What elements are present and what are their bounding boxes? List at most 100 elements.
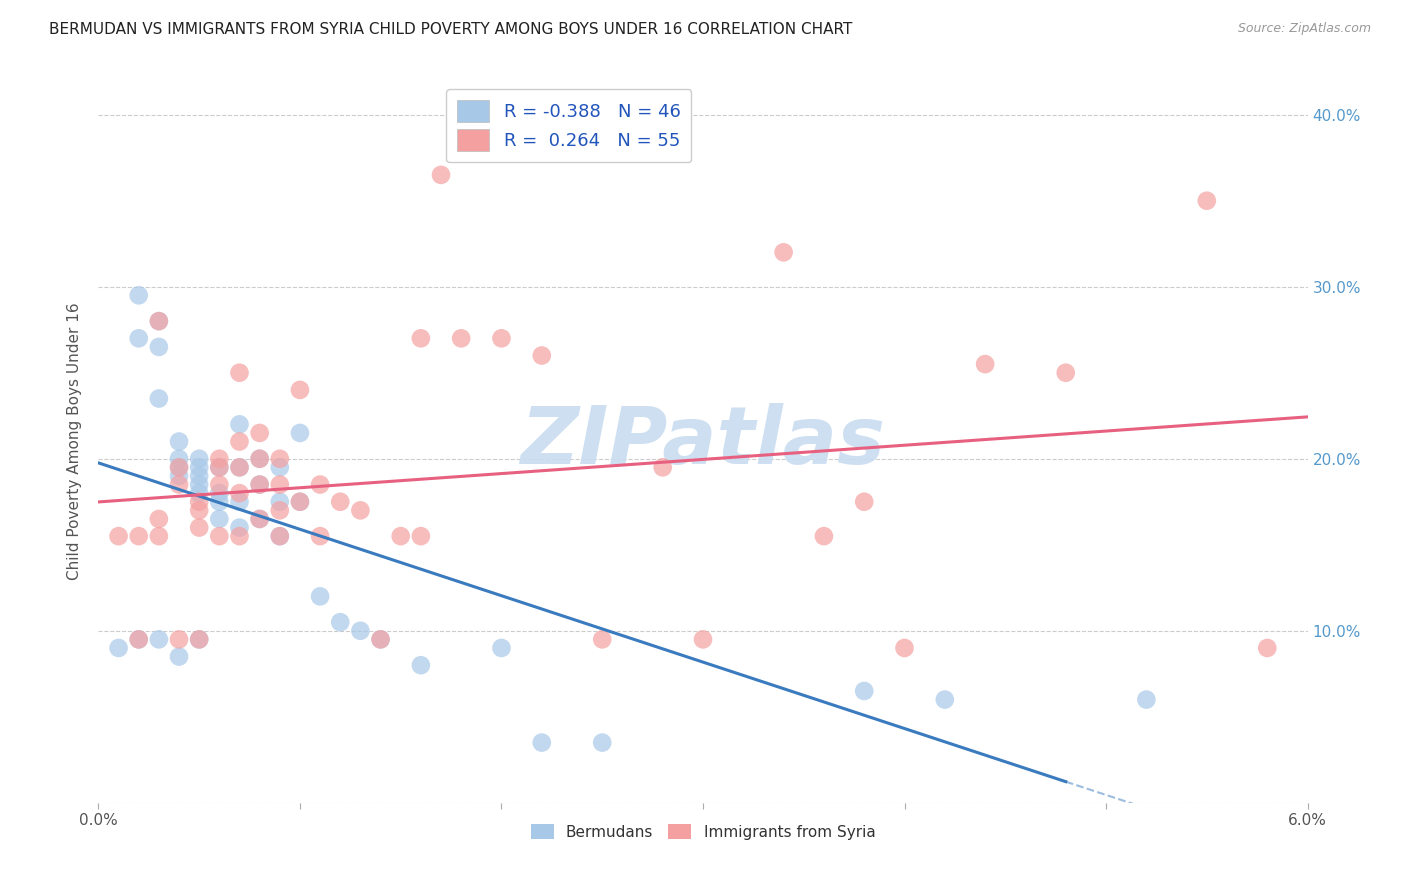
Point: [370, 632, 392, 647]
Point: [228, 520, 250, 534]
Point: [128, 632, 150, 647]
Point: [491, 331, 513, 345]
Point: [329, 615, 352, 630]
Point: [450, 331, 472, 345]
Point: [188, 486, 211, 500]
Point: [228, 486, 250, 500]
Point: [208, 451, 231, 466]
Point: [288, 494, 311, 508]
Y-axis label: Child Poverty Among Boys Under 16: Child Poverty Among Boys Under 16: [67, 302, 83, 581]
Point: [1256, 640, 1278, 655]
Point: [651, 460, 673, 475]
Point: [1054, 366, 1077, 380]
Point: [128, 529, 150, 543]
Point: [208, 494, 231, 508]
Point: [249, 512, 271, 526]
Point: [249, 512, 271, 526]
Point: [148, 512, 170, 526]
Point: [309, 590, 332, 604]
Point: [269, 529, 291, 543]
Point: [934, 692, 956, 706]
Text: BERMUDAN VS IMMIGRANTS FROM SYRIA CHILD POVERTY AMONG BOYS UNDER 16 CORRELATION : BERMUDAN VS IMMIGRANTS FROM SYRIA CHILD …: [49, 22, 852, 37]
Point: [409, 658, 432, 673]
Point: [288, 494, 311, 508]
Point: [591, 632, 613, 647]
Point: [188, 503, 211, 517]
Point: [269, 503, 291, 517]
Point: [188, 520, 211, 534]
Point: [269, 460, 291, 475]
Point: [772, 245, 794, 260]
Point: [228, 494, 250, 508]
Point: [167, 649, 190, 664]
Point: [288, 383, 311, 397]
Point: [188, 477, 211, 491]
Point: [591, 735, 613, 749]
Point: [148, 529, 170, 543]
Point: [208, 529, 231, 543]
Point: [128, 288, 150, 302]
Point: [167, 469, 190, 483]
Point: [228, 529, 250, 543]
Point: [208, 512, 231, 526]
Point: [349, 624, 371, 638]
Point: [128, 331, 150, 345]
Point: [208, 460, 231, 475]
Point: [228, 460, 250, 475]
Point: [167, 477, 190, 491]
Point: [853, 494, 876, 508]
Point: [389, 529, 412, 543]
Point: [249, 425, 271, 440]
Point: [208, 486, 231, 500]
Point: [188, 632, 211, 647]
Text: Source: ZipAtlas.com: Source: ZipAtlas.com: [1237, 22, 1371, 36]
Point: [167, 451, 190, 466]
Point: [409, 331, 432, 345]
Point: [309, 477, 332, 491]
Point: [288, 425, 311, 440]
Point: [974, 357, 997, 371]
Point: [208, 460, 231, 475]
Point: [167, 460, 190, 475]
Point: [148, 314, 170, 328]
Point: [188, 469, 211, 483]
Point: [853, 684, 876, 698]
Point: [813, 529, 835, 543]
Point: [188, 632, 211, 647]
Point: [1195, 194, 1218, 208]
Point: [530, 735, 553, 749]
Point: [409, 529, 432, 543]
Point: [491, 640, 513, 655]
Point: [167, 632, 190, 647]
Point: [249, 451, 271, 466]
Point: [148, 340, 170, 354]
Point: [893, 640, 915, 655]
Point: [692, 632, 714, 647]
Point: [530, 349, 553, 363]
Point: [249, 477, 271, 491]
Point: [167, 434, 190, 449]
Point: [128, 632, 150, 647]
Point: [1135, 692, 1157, 706]
Point: [228, 417, 250, 432]
Point: [269, 529, 291, 543]
Point: [188, 451, 211, 466]
Point: [188, 460, 211, 475]
Point: [107, 640, 129, 655]
Point: [249, 451, 271, 466]
Point: [430, 168, 453, 182]
Point: [329, 494, 352, 508]
Point: [269, 451, 291, 466]
Point: [167, 460, 190, 475]
Point: [269, 477, 291, 491]
Legend: Bermudans, Immigrants from Syria: Bermudans, Immigrants from Syria: [524, 818, 882, 846]
Point: [228, 460, 250, 475]
Point: [107, 529, 129, 543]
Point: [148, 314, 170, 328]
Point: [228, 366, 250, 380]
Point: [148, 632, 170, 647]
Point: [349, 503, 371, 517]
Point: [269, 494, 291, 508]
Point: [148, 392, 170, 406]
Point: [208, 477, 231, 491]
